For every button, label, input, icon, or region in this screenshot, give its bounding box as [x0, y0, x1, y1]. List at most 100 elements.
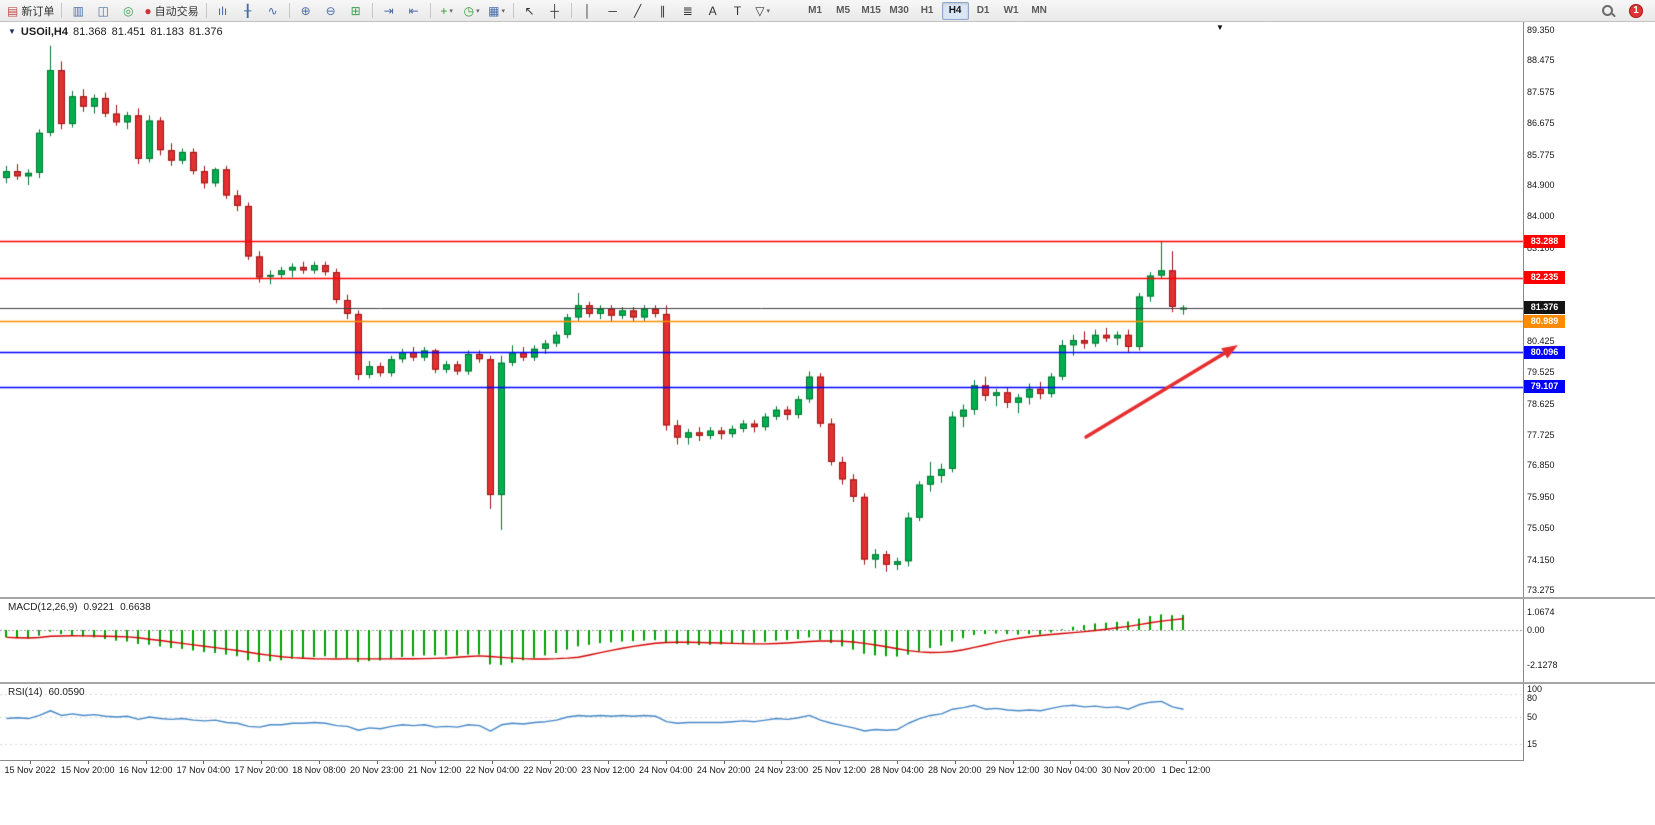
tile-windows-button[interactable]: ⊞ [344, 1, 368, 21]
macd-scale-label: -2.1278 [1527, 659, 1558, 670]
notification-badge[interactable]: 1 [1629, 3, 1643, 18]
text-label-button[interactable]: T [726, 1, 750, 21]
toolbar-separator [570, 3, 572, 18]
text-icon: A [708, 3, 717, 18]
candlestick-button[interactable]: ╂ [236, 1, 260, 21]
price-level-badge-80.989: 80.989 [1524, 314, 1565, 328]
timeframe-mn[interactable]: MN [1031, 5, 1047, 16]
time-axis-label: 22 Nov 20:00 [523, 765, 577, 775]
timeframe-w1[interactable]: W1 [1003, 5, 1019, 16]
channel-button[interactable]: ∥ [651, 1, 675, 21]
crosshair-button[interactable]: ┼ [543, 1, 567, 21]
time-axis-label: 18 Nov 08:00 [292, 765, 346, 775]
horizontal-line-button[interactable]: ─ [601, 1, 625, 21]
arrows-button[interactable]: ▽ ▾ [751, 1, 775, 21]
market-watch-icon: ▥ [72, 3, 85, 18]
time-axis-label: 23 Nov 12:00 [581, 765, 635, 775]
periods-button[interactable]: ◷ ▾ [460, 1, 484, 21]
rsi-value: 60.0590 [48, 687, 85, 698]
cursor-icon: ↖ [524, 3, 535, 18]
timeframe-m15[interactable]: M15 [861, 5, 881, 16]
rsi-scale-label: 50 [1527, 712, 1538, 722]
time-axis-tick [1013, 761, 1014, 764]
time-axis-tick [435, 761, 436, 764]
line-chart-icon: ∿ [267, 3, 278, 18]
new-order-button-label: 新订单 [21, 5, 55, 18]
timeframe-m1[interactable]: M1 [808, 5, 823, 16]
bar-chart-button[interactable]: ılı [211, 1, 235, 21]
rsi-header: RSI(14) 60.0590 [8, 687, 85, 698]
panel-separator[interactable] [0, 682, 1655, 684]
channel-icon: ∥ [659, 3, 666, 18]
timeframe-m5[interactable]: M5 [836, 5, 851, 16]
time-axis-tick [1186, 761, 1187, 764]
chart-symbol-timeframe: USOil,H4 [20, 26, 68, 38]
price-scale-label: 77.725 [1527, 429, 1555, 440]
macd-header: MACD(12,26,9) 0.9221 0.6638 [8, 602, 151, 613]
time-axis-tick [1128, 761, 1129, 764]
price-scale-label: 87.575 [1527, 86, 1555, 97]
fibonacci-button[interactable]: ≣ [676, 1, 700, 21]
timeframe-m30[interactable]: M30 [889, 5, 909, 16]
time-axis-label: 17 Nov 20:00 [234, 765, 288, 775]
toolbar-separator [429, 3, 431, 18]
price-scale[interactable]: 89.350 88.475 87.575 86.675 85.775 84.900 84.0… [0, 22, 1655, 779]
time-axis[interactable]: 15 Nov 2022 15 Nov 20:00 16 Nov 12:00 17 No… [0, 761, 1523, 779]
templates-button[interactable]: ▦ ▾ [485, 1, 509, 21]
cursor-button[interactable]: ↖ [518, 1, 542, 21]
time-axis-line [0, 760, 1524, 761]
time-axis-tick [724, 761, 725, 764]
indicators-button[interactable]: + ▾ [435, 1, 459, 21]
timeframe-h1[interactable]: H1 [920, 5, 934, 16]
new-order-button[interactable]: ▤ 新订单 [4, 1, 57, 21]
chart-shift-button[interactable]: ⇤ [402, 1, 426, 21]
time-axis-label: 30 Nov 04:00 [1043, 765, 1098, 775]
time-axis-tick [550, 761, 551, 764]
candlestick-icon: ╂ [243, 3, 252, 18]
text-label-icon: T [733, 3, 742, 18]
time-axis-tick [839, 761, 840, 764]
autotrading-button[interactable]: ● 自动交易 [141, 1, 201, 21]
price-scale-label: 80.425 [1527, 335, 1555, 346]
timeframe-d1[interactable]: D1 [976, 5, 990, 16]
rsi-panel[interactable] [0, 684, 1523, 760]
price-scale-label: 78.625 [1527, 398, 1555, 409]
market-watch-button[interactable]: ▥ [66, 1, 90, 21]
price-scale-label: 85.775 [1527, 149, 1555, 160]
vertical-line-button[interactable]: │ [576, 1, 600, 21]
time-axis-tick [492, 761, 493, 764]
search-button[interactable] [1595, 1, 1619, 21]
text-button[interactable]: A [701, 1, 725, 21]
line-chart-button[interactable]: ∿ [261, 1, 285, 21]
time-axis-tick [608, 761, 609, 764]
time-axis-label: 29 Nov 12:00 [985, 765, 1040, 775]
timeframe-group: M1 M5 M15 M30 H1 H4 D1 W1 MN [802, 1, 1053, 20]
trendline-button[interactable]: ╱ [626, 1, 650, 21]
rsi-scale-label: 80 [1527, 693, 1538, 703]
search-icon [1601, 5, 1613, 16]
price-scale-label: 84.000 [1527, 211, 1555, 222]
toolbar: ▤ 新订单 ▥ ◫ ◎ ● 自动交易 ılı ╂ ∿ ⊕ ⊖ ⊞ ⇥ ⇤ + ▾ ◷ ▾ ▦ ▾ ↖ ┼ │ ─ ╱ ∥ ≣ A T ▽ ▾ … [0, 0, 1655, 22]
chart-end-marker[interactable]: ▼ [1216, 23, 1224, 32]
price-level-badge-83.288: 83.288 [1524, 234, 1565, 248]
price-scale-label: 76.850 [1527, 460, 1555, 471]
timeframe-h4[interactable]: H4 [941, 1, 969, 20]
auto-scroll-button[interactable]: ⇥ [377, 1, 401, 21]
toolbar-right: 1 [1595, 1, 1651, 21]
zoom-in-button[interactable]: ⊕ [294, 1, 318, 21]
zoom-out-button[interactable]: ⊖ [319, 1, 343, 21]
time-axis-tick [261, 761, 262, 764]
navigator-button[interactable]: ◎ [116, 1, 140, 21]
chevron-down-icon: ▾ [766, 7, 770, 15]
price-scale-label: 86.675 [1527, 118, 1555, 129]
panel-separator[interactable] [0, 597, 1655, 599]
price-chart[interactable] [0, 22, 1523, 597]
collapse-icon[interactable]: ▼ [8, 27, 16, 36]
time-axis-label: 22 Nov 04:00 [465, 765, 520, 775]
rsi-scale-label: 100 [1527, 684, 1543, 694]
crosshair-icon: ┼ [550, 3, 559, 18]
macd-panel[interactable] [0, 599, 1523, 682]
toolbar-separator [61, 3, 63, 18]
rsi-scale-label: 15 [1527, 739, 1538, 749]
data-window-button[interactable]: ◫ [91, 1, 115, 21]
